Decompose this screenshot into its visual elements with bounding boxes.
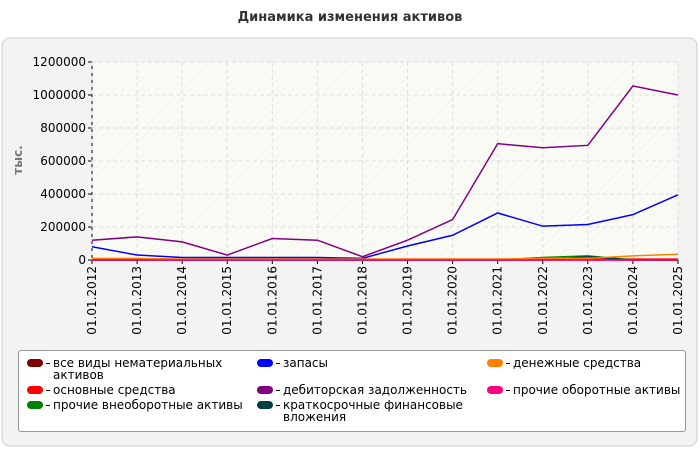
- legend-swatch: [257, 401, 273, 409]
- legend-swatch: [257, 386, 273, 394]
- legend-swatch: [257, 359, 273, 367]
- series-line: [91, 85, 679, 258]
- legend-item: прочие внеоборотные активы: [27, 399, 257, 425]
- y-tick-label: 200000: [40, 220, 86, 234]
- series-line: [92, 253, 679, 260]
- legend-label: денежные средства: [513, 356, 642, 370]
- y-tick-label: 1200000: [33, 55, 86, 69]
- x-tick-label: 01.01.2020: [446, 266, 460, 335]
- legend-label: прочие внеоборотные активы: [53, 398, 243, 412]
- x-tick-label: 01.01.2019: [401, 266, 415, 335]
- x-tick-label: 01.01.2021: [491, 266, 505, 335]
- legend-item: запасы: [257, 357, 487, 383]
- y-axis-label: тыс.: [11, 145, 25, 174]
- series-line: [91, 194, 679, 260]
- legend-swatch: [487, 359, 503, 367]
- y-tick-label: 400000: [40, 187, 86, 201]
- plot-area: [92, 62, 678, 260]
- y-tick-label: 1000000: [33, 88, 86, 102]
- legend-dash: [276, 363, 280, 364]
- y-tick-label: 600000: [40, 154, 86, 168]
- legend-item: денежные средства: [487, 357, 687, 383]
- legend-dash: [46, 363, 50, 364]
- legend-dash: [46, 390, 50, 391]
- legend-label: основные средства: [53, 383, 176, 397]
- legend-dash: [46, 405, 50, 406]
- y-tick-label: 0: [78, 253, 86, 267]
- legend-dash: [276, 390, 280, 391]
- x-tick-label: 01.01.2025: [671, 266, 685, 335]
- y-tick-label: 800000: [40, 121, 86, 135]
- legend-item: все виды нематериальных активов: [27, 357, 257, 383]
- legend-dash: [506, 363, 510, 364]
- x-tick-label: 01.01.2015: [220, 266, 234, 335]
- x-tick-label: 01.01.2016: [265, 266, 279, 335]
- x-tick-label: 01.01.2018: [355, 266, 369, 335]
- legend-label: краткосрочные финансовые вложения: [283, 398, 463, 424]
- x-tick-label: 01.01.2013: [130, 266, 144, 335]
- legend-label: запасы: [283, 356, 329, 370]
- x-tick-label: 01.01.2022: [536, 266, 550, 335]
- legend-label: все виды нематериальных активов: [53, 356, 223, 382]
- legend-dash: [276, 405, 280, 406]
- legend-item: дебиторская задолженность: [257, 384, 487, 398]
- x-tick-label: 01.01.2014: [175, 266, 189, 335]
- chart-title: Динамика изменения активов: [238, 10, 463, 25]
- legend-dash: [506, 390, 510, 391]
- legend-item: прочие оборотные активы: [487, 384, 687, 398]
- legend-swatch: [27, 401, 43, 409]
- legend: все виды нематериальных активов основные …: [18, 350, 686, 432]
- x-tick-label: 01.01.2017: [310, 266, 324, 335]
- legend-swatch: [27, 386, 43, 394]
- legend-swatch: [487, 386, 503, 394]
- x-tick-label: 01.01.2024: [626, 266, 640, 335]
- legend-item: основные средства: [27, 384, 257, 398]
- legend-item: краткосрочные финансовые вложения: [257, 399, 487, 425]
- x-tick-label: 01.01.2023: [581, 266, 595, 335]
- x-tick-label: 01.01.2012: [85, 266, 99, 335]
- legend-label: дебиторская задолженность: [283, 383, 467, 397]
- legend-swatch: [27, 359, 43, 367]
- legend-label: прочие оборотные активы: [513, 383, 681, 397]
